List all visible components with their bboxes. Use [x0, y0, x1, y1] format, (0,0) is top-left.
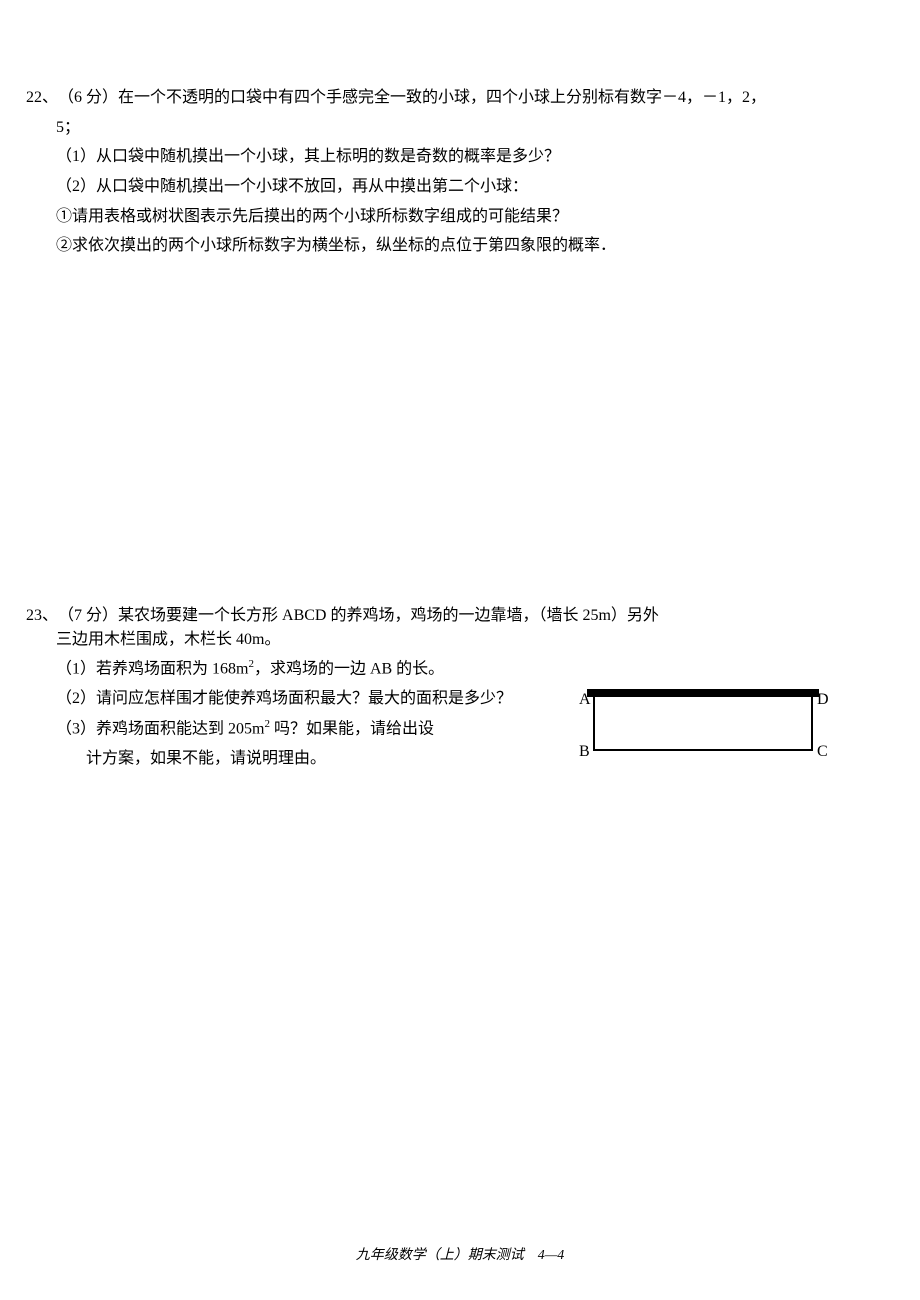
- problem-23-intro-line2: 三边用木栏围成，木栏长 40m。: [26, 625, 894, 655]
- problem-23-item3-line1-pre: （3）养鸡场面积能达到 205m: [56, 720, 264, 737]
- label-C: C: [817, 743, 828, 761]
- problem-22-sub2: ②求依次摸出的两个小球所标数字为横坐标，纵坐标的点位于第四象限的概率．: [26, 231, 894, 261]
- problem-23-item1-pre: （1）若养鸡场面积为 168m: [56, 661, 248, 678]
- problem-22-item2: （2）从口袋中随机摸出一个小球不放回，再从中摸出第二个小球：: [26, 172, 894, 202]
- problem-22-intro-line2: 5；: [26, 113, 894, 143]
- problem-23-item1: （1）若养鸡场面积为 168m2，求鸡场的一边 AB 的长。: [26, 654, 894, 684]
- problem-22-sub1: ①请用表格或树状图表示先后摸出的两个小球所标数字组成的可能结果？: [26, 202, 894, 232]
- label-D: D: [817, 691, 829, 709]
- problem-23-header: 23、 （7 分）某农场要建一个长方形 ABCD 的养鸡场，鸡场的一边靠墙，（墙…: [26, 601, 894, 625]
- problem-23: 23、 （7 分）某农场要建一个长方形 ABCD 的养鸡场，鸡场的一边靠墙，（墙…: [26, 601, 894, 774]
- problem-23-number: 23、: [26, 601, 58, 625]
- label-A: A: [579, 691, 591, 709]
- label-B: B: [579, 743, 590, 761]
- problem-22-intro: （6 分）在一个不透明的口袋中有四个手感完全一致的小球，四个小球上分别标有数字－…: [58, 84, 894, 113]
- problem-22-number: 22、: [26, 84, 58, 113]
- problem-23-intro: （7 分）某农场要建一个长方形 ABCD 的养鸡场，鸡场的一边靠墙，（墙长 25…: [58, 601, 894, 625]
- problem-23-item3-line2: 计方案，如果不能，请说明理由。: [26, 744, 536, 774]
- problem-22-item1: （1）从口袋中随机摸出一个小球，其上标明的数是奇数的概率是多少？: [26, 142, 894, 172]
- problem-22-intro-line1: 在一个不透明的口袋中有四个手感完全一致的小球，四个小球上分别标有数字－4，－1，…: [118, 89, 766, 106]
- problem-22-points: （6 分）: [58, 89, 118, 106]
- problem-23-points: （7 分）: [58, 607, 118, 624]
- page-footer: 九年级数学（上）期末测试 4—4: [0, 1244, 920, 1264]
- problem-23-intro-line1: 某农场要建一个长方形 ABCD 的养鸡场，鸡场的一边靠墙，（墙长 25m）另外: [118, 607, 659, 624]
- chicken-coop-figure: A B C D: [579, 691, 834, 766]
- problem-23-item1-post: ，求鸡场的一边 AB 的长。: [254, 661, 444, 678]
- problem-22-header: 22、 （6 分）在一个不透明的口袋中有四个手感完全一致的小球，四个小球上分别标…: [26, 84, 894, 113]
- problem-23-item3-text: （3）养鸡场面积能达到 205m2 吗？如果能，请给出设 计方案，如果不能，请说…: [26, 714, 536, 774]
- problem-23-item3-line1: （3）养鸡场面积能达到 205m2 吗？如果能，请给出设: [26, 714, 536, 744]
- problem-23-item3-line1-post: 吗？如果能，请给出设: [270, 720, 434, 737]
- rectangle: [593, 695, 813, 751]
- problem-22: 22、 （6 分）在一个不透明的口袋中有四个手感完全一致的小球，四个小球上分别标…: [26, 84, 894, 261]
